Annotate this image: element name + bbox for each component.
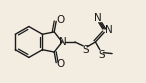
Text: O: O <box>57 15 65 25</box>
Text: N: N <box>59 37 66 47</box>
Text: N: N <box>94 13 102 23</box>
Text: S: S <box>82 45 89 55</box>
Text: N: N <box>105 25 113 35</box>
Text: S: S <box>99 50 105 60</box>
Text: O: O <box>57 59 65 69</box>
